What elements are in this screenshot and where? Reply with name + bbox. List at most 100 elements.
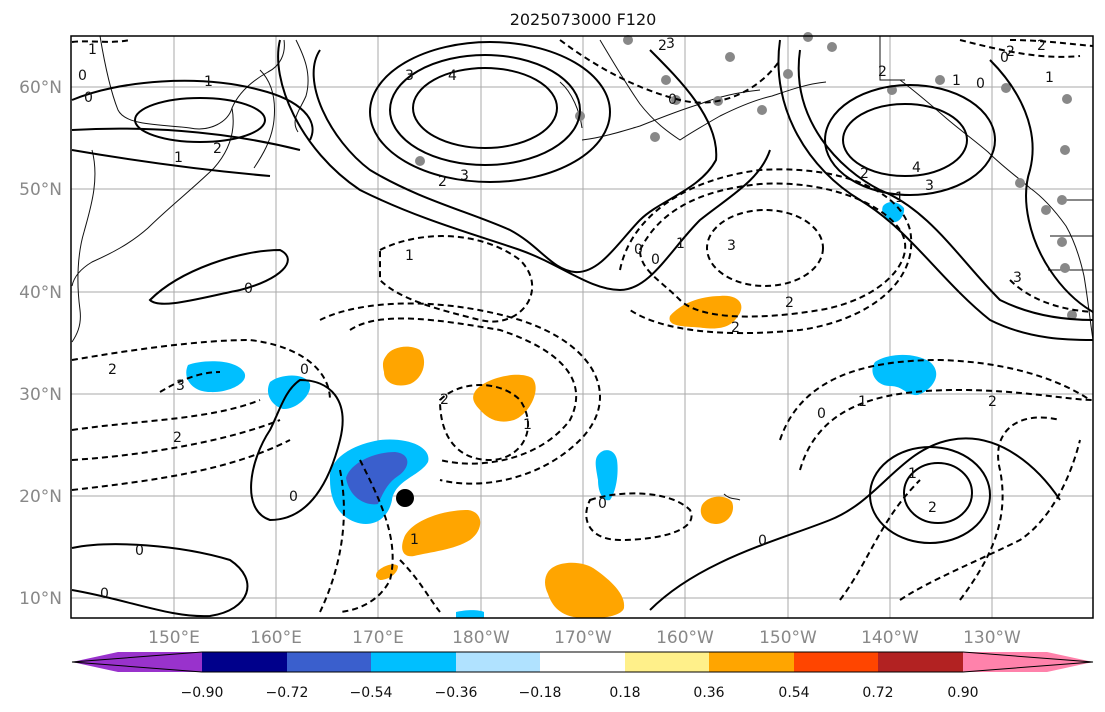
lon-label: 130°W — [963, 628, 1021, 648]
contour-label: 0 — [668, 92, 677, 108]
lon-axis: 150°E 160°E 170°E 180°W 170°W 160°W 150°… — [148, 628, 1021, 648]
lat-label: 30°N — [19, 385, 62, 405]
colorbar-tick-label: −0.18 — [519, 685, 562, 701]
dashed-contours — [71, 39, 1094, 613]
contour-label: 2 — [1006, 44, 1015, 60]
station-markers — [415, 32, 1077, 320]
contour-label: 2 — [173, 430, 182, 446]
coastlines — [71, 35, 1094, 501]
colorbar-tick-label: 0.54 — [778, 685, 809, 701]
solid-contours — [71, 39, 1094, 618]
contour-label: 2 — [878, 64, 887, 80]
lon-label: 170°E — [352, 628, 404, 648]
contour-label: 1 — [204, 74, 213, 90]
colorbar-tick-label: −0.36 — [435, 685, 478, 701]
contour-label: 0 — [289, 489, 298, 505]
colorbar-segment — [371, 652, 456, 672]
colorbar-segment — [625, 652, 709, 672]
colorbar-tick-label: 0.72 — [862, 685, 893, 701]
contour-label: 3 — [1013, 270, 1022, 286]
contour-label: 2 — [438, 174, 447, 190]
colorbar-tick-label: −0.90 — [181, 685, 224, 701]
colorbar-tick-label: 0.36 — [693, 685, 724, 701]
contour-label: 2 — [785, 295, 794, 311]
location-marker — [396, 489, 414, 507]
lat-label: 60°N — [19, 78, 62, 98]
contour-label: 1 — [1045, 70, 1054, 86]
colorbar-extend-max — [963, 652, 1093, 672]
lat-label: 10°N — [19, 589, 62, 609]
lon-label: 150°E — [148, 628, 200, 648]
lon-label: 170°W — [554, 628, 612, 648]
colorbar-tick-label: 0.90 — [947, 685, 978, 701]
contour-label: 3 — [727, 238, 736, 254]
lon-label: 180°W — [452, 628, 510, 648]
contour-label: 1 — [858, 394, 867, 410]
colorbar — [71, 651, 1094, 673]
contour-labels: 1 0 0 1 2 3 4 2 2 3 1 0 1 2 3 4 3 1 0 0 … — [78, 36, 1054, 602]
colorbar-tick-label: −0.54 — [350, 685, 393, 701]
contour-label: 0 — [78, 68, 87, 84]
contour-label: 4 — [912, 160, 921, 176]
colorbar-segment — [794, 652, 878, 672]
lon-label: 160°W — [656, 628, 714, 648]
lon-label: 160°E — [250, 628, 302, 648]
lat-axis: 60°N 50°N 40°N 30°N 20°N 10°N — [19, 78, 62, 609]
contour-label: 1 — [676, 236, 685, 252]
lon-label: 150°W — [759, 628, 817, 648]
colorbar-tick-label: −0.72 — [266, 685, 309, 701]
contour-label: 3 — [176, 378, 185, 394]
contour-label: 2 — [1037, 38, 1046, 54]
contour-label: 0 — [634, 242, 643, 258]
colorbar-segment — [878, 652, 963, 672]
contour-label: 0 — [651, 252, 660, 268]
contour-label: 2 — [988, 394, 997, 410]
contour-label: 4 — [448, 68, 457, 84]
contour-label: 1 — [895, 190, 904, 206]
contour-label: 0 — [598, 496, 607, 512]
colorbar-labels: −0.90 −0.72 −0.54 −0.36 −0.18 0.18 0.36 … — [181, 685, 979, 701]
contour-label: 2 — [108, 362, 117, 378]
colorbar-segment — [540, 652, 625, 672]
contour-label: 0 — [976, 76, 985, 92]
contour-label: 0 — [135, 543, 144, 559]
colorbar-extend-min — [72, 652, 202, 672]
map-area — [71, 36, 1093, 618]
contour-label: 1 — [952, 73, 961, 89]
contour-label: 2 — [213, 141, 222, 157]
map-title: 2025073000 F120 — [510, 10, 657, 29]
contour-label: 3 — [925, 178, 934, 194]
contour-label: 0 — [300, 362, 309, 378]
lat-label: 20°N — [19, 487, 62, 507]
colorbar-segment — [287, 652, 371, 672]
contour-label: 1 — [405, 248, 414, 264]
colorbar-segment — [709, 652, 794, 672]
colorbar-segment — [202, 652, 287, 672]
contour-label: 2 — [731, 320, 740, 336]
contour-label: 2 — [928, 500, 937, 516]
contour-label: 1 — [88, 42, 97, 58]
contour-label: 0 — [758, 533, 767, 549]
contour-label: 3 — [460, 168, 469, 184]
colorbar-tick-label: 0.18 — [609, 685, 640, 701]
contour-label: 2 — [658, 38, 667, 54]
contour-label: 3 — [405, 68, 414, 84]
contour-label: 2 — [860, 166, 869, 182]
contour-label: 0 — [244, 281, 253, 297]
shaded-anomalies — [186, 202, 937, 619]
contour-label: 0 — [84, 90, 93, 106]
lon-label: 140°W — [861, 628, 919, 648]
colorbar-segment — [456, 652, 540, 672]
contour-label: 3 — [666, 36, 675, 52]
contour-label: 1 — [410, 532, 419, 548]
contour-label: 1 — [523, 417, 532, 433]
lat-label: 50°N — [19, 180, 62, 200]
contour-label: 2 — [440, 392, 449, 408]
contour-label: 0 — [817, 406, 826, 422]
map-frame — [70, 35, 1094, 619]
contour-label: 0 — [100, 586, 109, 602]
colorbar-outline — [71, 651, 1094, 673]
contour-label: 1 — [908, 466, 917, 482]
